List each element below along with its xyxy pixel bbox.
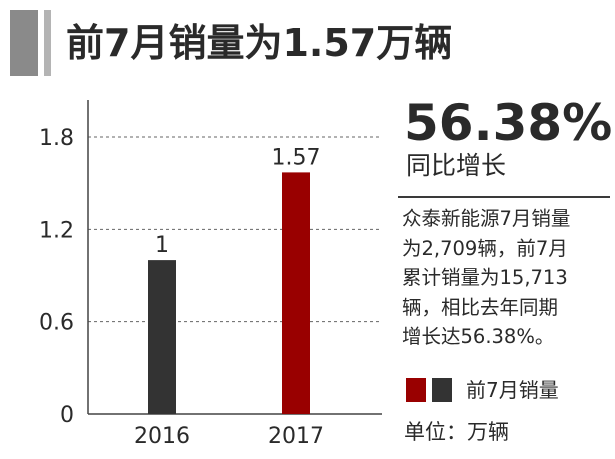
bar-2017 [282, 172, 310, 414]
growth-caption: 同比增长 [406, 151, 507, 180]
description-text: 众泰新能源7月销量 为2,709辆，前7月 累计销量为15,713 辆，相比去年… [402, 204, 610, 352]
bar-2016 [148, 260, 176, 414]
y-tick-label: 0 [60, 403, 74, 428]
description-line: 众泰新能源7月销量 [402, 207, 571, 230]
unit-label: 单位：万辆 [404, 420, 509, 444]
title-bar: 前7月销量为1.57万辆 [0, 0, 615, 88]
page-title: 前7月销量为1.57万辆 [66, 21, 453, 65]
description-line: 累计销量为15,713 [402, 266, 568, 289]
description-line: 辆，相比去年同期 [402, 295, 559, 319]
chart-gridlines [88, 136, 382, 323]
bar-value-label: 1.57 [272, 145, 321, 170]
title-stripe-decoration-thin [44, 10, 51, 76]
x-tick-label: 2017 [268, 424, 324, 449]
growth-percent: 56.38% [404, 94, 613, 152]
x-tick-label: 2016 [134, 424, 190, 449]
description-line: 增长达56.38%。 [402, 325, 555, 348]
legend-swatch-2016 [432, 378, 452, 402]
title-stripe-decoration [10, 10, 38, 76]
y-tick-label: 1.2 [39, 218, 74, 243]
chart-axes [87, 100, 382, 415]
bar-value-label: 1 [155, 233, 169, 258]
legend-swatch-2017 [406, 378, 426, 402]
y-tick-label: 1.8 [39, 126, 74, 151]
legend-label: 前7月销量 [466, 378, 559, 402]
description-line: 为2,709辆，前7月 [402, 236, 568, 260]
divider [398, 196, 610, 198]
chart-bars [148, 172, 310, 414]
y-tick-label: 0.6 [39, 311, 74, 336]
chart-labels: 0 0.6 1.2 1.8 1 2016 1.57 2017 [39, 126, 324, 449]
